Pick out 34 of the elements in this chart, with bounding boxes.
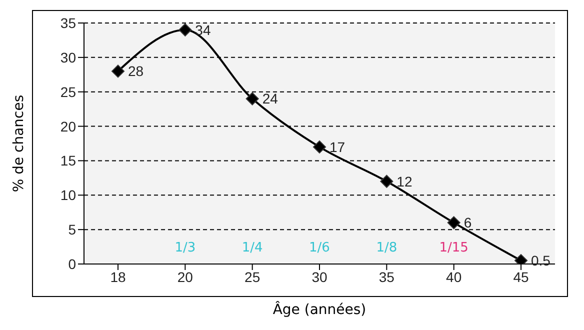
- point: [380, 174, 394, 188]
- x-tick-label: 18: [110, 268, 126, 285]
- point: [447, 216, 460, 230]
- point: [246, 92, 259, 106]
- data-label: 28: [128, 63, 144, 80]
- y-tick-label: 35: [60, 14, 76, 31]
- y-tick-label: 25: [60, 84, 76, 100]
- y-tick-label: 0: [68, 256, 76, 272]
- data-label: 12: [396, 173, 412, 190]
- y-tick-label: 15: [60, 152, 76, 169]
- data-label: 17: [330, 138, 346, 155]
- x-tick-label: 20: [177, 268, 194, 285]
- annotation: 1/4: [242, 240, 263, 256]
- point: [112, 64, 124, 78]
- data-label: 6: [464, 214, 472, 231]
- y-tick-label: 5: [68, 222, 76, 238]
- x-tick-label: 45: [513, 268, 529, 285]
- point: [313, 140, 326, 154]
- x-tick-label: 35: [378, 268, 395, 285]
- annotation: 1/3: [174, 240, 196, 256]
- x-tick-label: 30: [312, 268, 328, 285]
- y-tick-label: 20: [60, 118, 76, 134]
- y-tick-label: 30: [60, 49, 76, 66]
- point: [178, 23, 192, 36]
- data-label: 24: [262, 90, 278, 107]
- x-axis-title: Âge (années): [272, 302, 368, 318]
- data-label: 34: [195, 22, 211, 38]
- y-tick-label: 10: [60, 187, 76, 204]
- x-tick-label: 25: [244, 268, 260, 285]
- annotation: 1/6: [309, 240, 330, 256]
- y-axis-title: % de chances: [10, 94, 27, 192]
- annotation: 1/8: [376, 240, 398, 256]
- annotation: 1/15: [439, 240, 468, 256]
- x-tick-label: 40: [446, 268, 462, 285]
